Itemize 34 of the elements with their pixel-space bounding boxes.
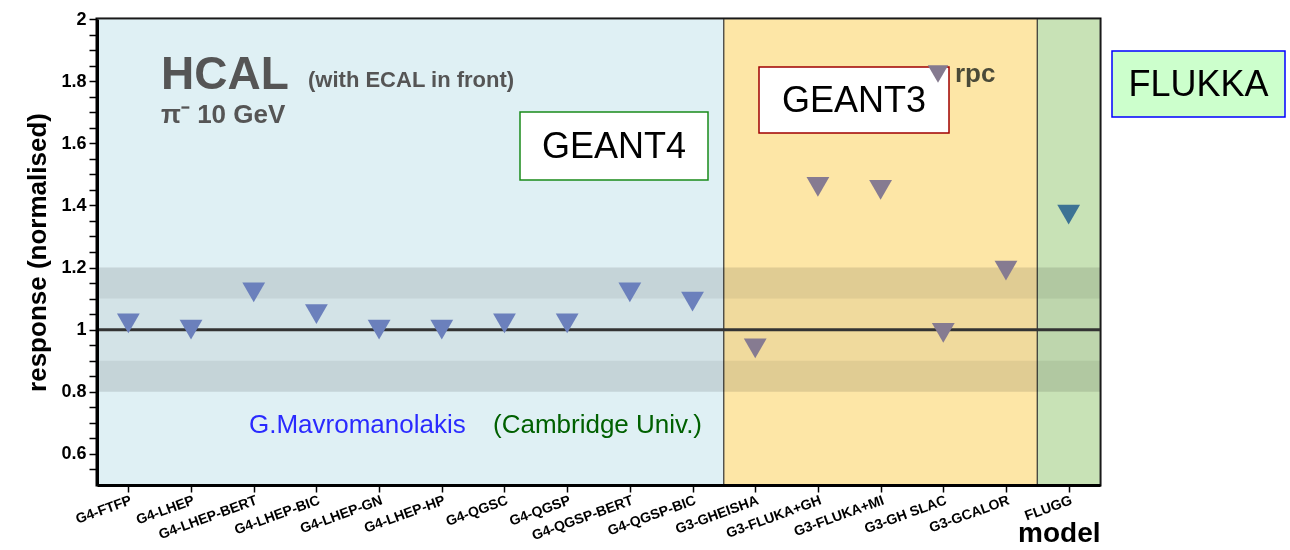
point xyxy=(305,304,328,325)
point xyxy=(116,313,140,334)
annotation: π⁻ 10 GeV xyxy=(161,99,286,129)
annotation: (Cambridge Univ.) xyxy=(493,409,703,439)
y-tick-label: 0.8 xyxy=(61,381,87,402)
point xyxy=(493,313,516,334)
point xyxy=(931,322,955,343)
y-tick-label: 1.2 xyxy=(61,257,87,278)
y-tick-label: 1.6 xyxy=(61,132,87,153)
point xyxy=(618,282,642,303)
y-tick-label: 1 xyxy=(76,319,87,340)
point xyxy=(743,338,767,359)
legend-label: rpc xyxy=(955,58,996,88)
point xyxy=(994,260,1018,281)
y-tick-label: 1.4 xyxy=(61,194,87,215)
point xyxy=(367,319,391,340)
band-label: GEANT3 xyxy=(781,79,927,120)
annotation: HCAL xyxy=(161,47,289,99)
band-label: FLUKKA xyxy=(1128,63,1269,104)
point xyxy=(681,291,704,312)
point xyxy=(806,176,830,197)
point xyxy=(179,319,203,340)
y-axis-title: response (normalised) xyxy=(22,113,53,392)
point xyxy=(555,313,579,334)
point xyxy=(869,179,892,200)
y-tick-label: 1.8 xyxy=(61,70,87,91)
y-tick-label: 0.6 xyxy=(61,443,87,464)
annotation: G.Mavromanolakis xyxy=(249,409,466,439)
band-label: GEANT4 xyxy=(541,125,687,166)
point xyxy=(1057,204,1081,225)
y-tick-label: 2 xyxy=(76,8,87,29)
point xyxy=(242,282,266,303)
annotation: (with ECAL in front) xyxy=(308,67,515,92)
point xyxy=(430,319,454,340)
